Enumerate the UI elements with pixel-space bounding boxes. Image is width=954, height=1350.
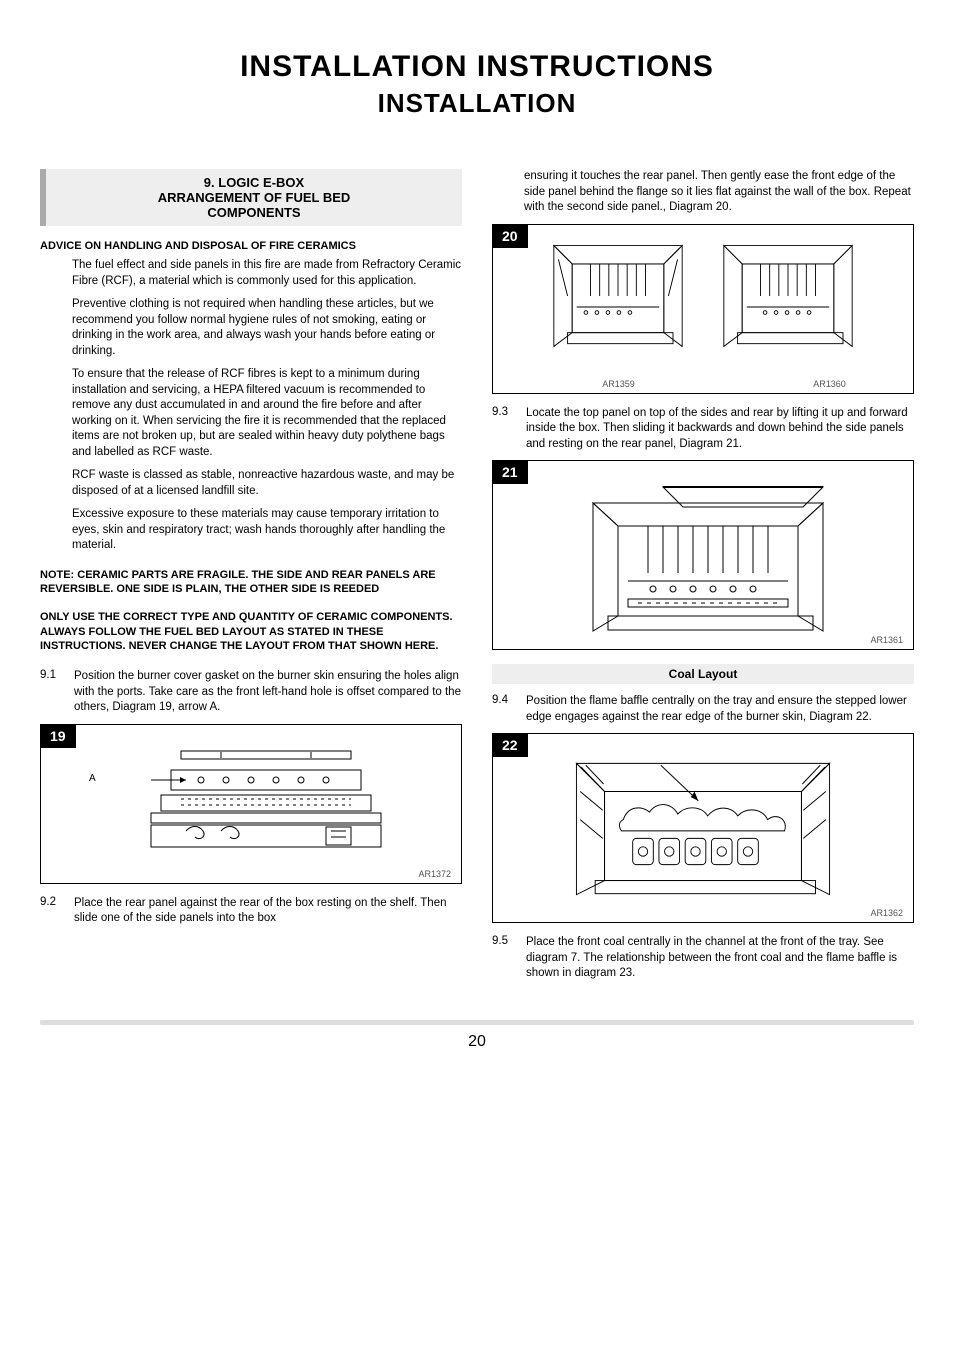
figure-22-ref: AR1362 xyxy=(870,908,903,918)
figure-21-ref: AR1361 xyxy=(870,635,903,645)
note-layout: ONLY USE THE CORRECT TYPE AND QUANTITY O… xyxy=(40,610,462,653)
item-9-4: 9.4 Position the flame baffle centrally … xyxy=(492,694,914,725)
item-9-1-num: 9.1 xyxy=(40,669,62,716)
item-9-2-continued: ensuring it touches the rear panel. Then… xyxy=(524,169,914,216)
figure-22: 22 xyxy=(492,733,914,923)
item-9-5: 9.5 Place the front coal centrally in th… xyxy=(492,935,914,982)
page-title-line1: INSTALLATION INSTRUCTIONS xyxy=(40,50,914,84)
figure-20-right-art xyxy=(713,241,863,351)
item-9-3-num: 9.3 xyxy=(492,406,514,453)
figure-20-ref-left: AR1359 xyxy=(602,379,635,389)
para-rcf-5: Excessive exposure to these materials ma… xyxy=(72,507,462,554)
page-number: 20 xyxy=(40,1033,914,1051)
figure-21-num: 21 xyxy=(492,460,528,484)
figure-20-art xyxy=(501,235,905,351)
item-9-4-num: 9.4 xyxy=(492,694,514,725)
content-columns: 9. LOGIC E-BOXARRANGEMENT OF FUEL BEDCOM… xyxy=(40,169,914,990)
footer-rule xyxy=(40,1020,914,1025)
figure-22-art xyxy=(501,744,905,904)
figure-19-label-a: A xyxy=(89,773,96,784)
coal-layout-header: Coal Layout xyxy=(492,664,914,684)
para-rcf-2: Preventive clothing is not required when… xyxy=(72,297,462,359)
left-column: 9. LOGIC E-BOXARRANGEMENT OF FUEL BEDCOM… xyxy=(40,169,462,990)
figure-19-num: 19 xyxy=(40,724,76,748)
advice-title: ADVICE ON HANDLING AND DISPOSAL OF FIRE … xyxy=(40,240,462,252)
item-9-1: 9.1 Position the burner cover gasket on … xyxy=(40,669,462,716)
figure-21: 21 xyxy=(492,460,914,650)
right-column: ensuring it touches the rear panel. Then… xyxy=(492,169,914,990)
item-9-2: 9.2 Place the rear panel against the rea… xyxy=(40,896,462,927)
note-fragile: NOTE: CERAMIC PARTS ARE FRAGILE. THE SID… xyxy=(40,568,462,597)
item-9-5-num: 9.5 xyxy=(492,935,514,982)
para-rcf-1: The fuel effect and side panels in this … xyxy=(72,258,462,289)
para-rcf-3: To ensure that the release of RCF fibres… xyxy=(72,367,462,460)
item-9-5-text: Place the front coal centrally in the ch… xyxy=(526,935,914,982)
page-title-line2: INSTALLATION xyxy=(40,88,914,119)
figure-20: 20 xyxy=(492,224,914,394)
item-9-2-num: 9.2 xyxy=(40,896,62,927)
para-rcf-4: RCF waste is classed as stable, nonreact… xyxy=(72,468,462,499)
figure-19-ref: AR1372 xyxy=(418,869,451,879)
figure-22-num: 22 xyxy=(492,733,528,757)
figure-21-art xyxy=(501,471,905,641)
figure-19: 19 A xyxy=(40,724,462,884)
figure-20-num: 20 xyxy=(492,224,528,248)
figure-19-art xyxy=(49,735,453,855)
item-9-3: 9.3 Locate the top panel on top of the s… xyxy=(492,406,914,453)
item-9-3-text: Locate the top panel on top of the sides… xyxy=(526,406,914,453)
item-9-2-text: Place the rear panel against the rear of… xyxy=(74,896,462,927)
figure-20-left-art xyxy=(543,241,693,351)
figure-20-ref-right: AR1360 xyxy=(813,379,846,389)
item-9-1-text: Position the burner cover gasket on the … xyxy=(74,669,462,716)
section-header-9: 9. LOGIC E-BOXARRANGEMENT OF FUEL BEDCOM… xyxy=(40,169,462,226)
item-9-4-text: Position the flame baffle centrally on t… xyxy=(526,694,914,725)
